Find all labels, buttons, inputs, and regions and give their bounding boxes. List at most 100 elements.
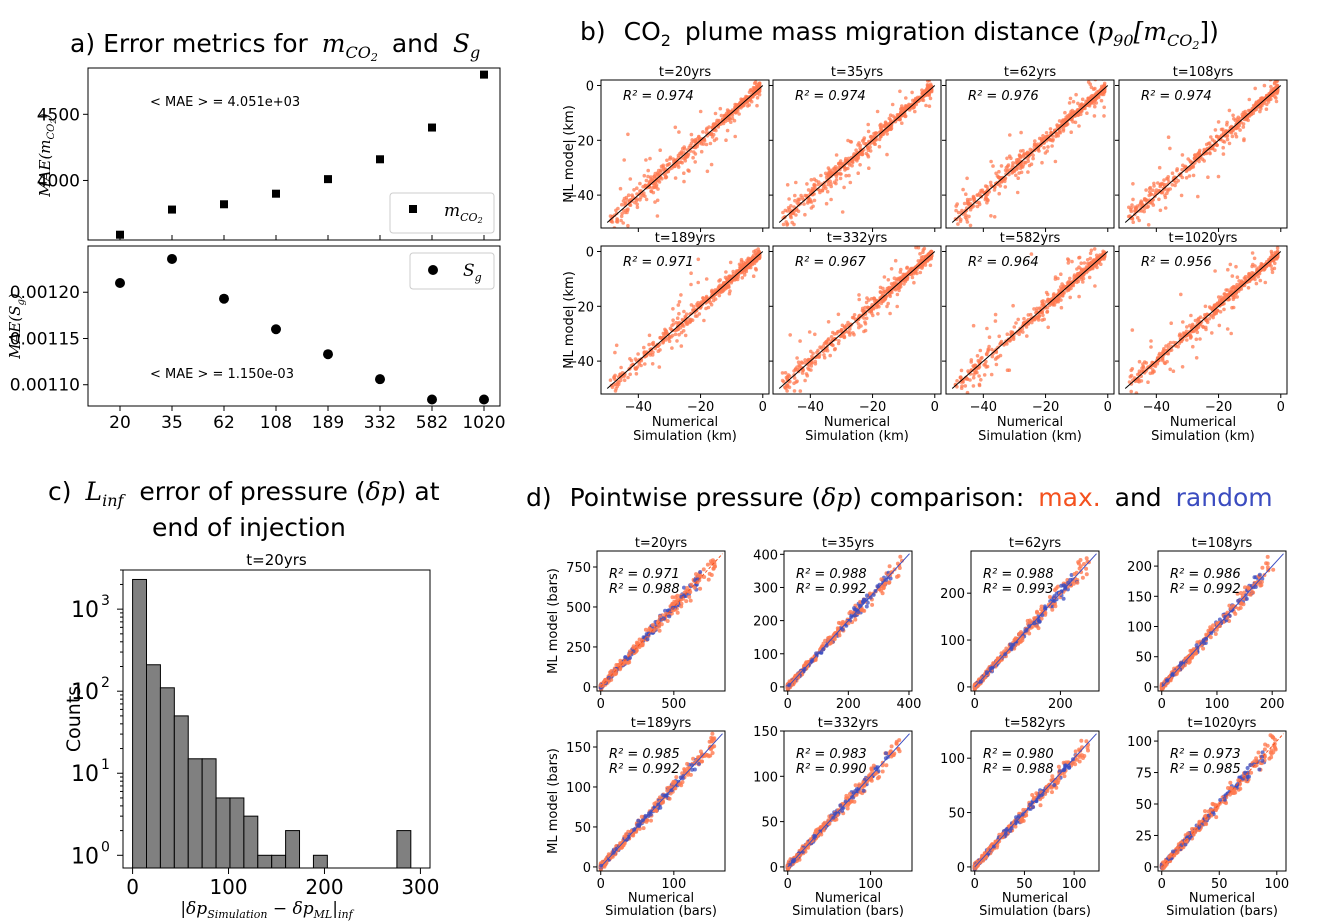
b-point	[614, 271, 618, 275]
b-point	[826, 320, 831, 324]
b-point	[895, 304, 899, 309]
b-point	[886, 301, 890, 306]
b-point	[875, 109, 880, 114]
b-point	[1188, 334, 1193, 338]
b-point	[823, 340, 828, 345]
b-point	[1181, 320, 1185, 324]
b-point	[898, 117, 902, 122]
b-point	[1173, 183, 1177, 188]
b-point	[1032, 307, 1036, 311]
b-point	[1216, 295, 1221, 299]
d-r2-max: R² = 0.971	[609, 567, 680, 582]
b-point	[967, 214, 971, 219]
b-point	[961, 187, 965, 192]
b-point	[1274, 96, 1278, 100]
b-point	[1151, 188, 1155, 192]
b-point	[686, 154, 690, 158]
c-bar	[257, 854, 273, 869]
xl-sub2: ML	[313, 908, 333, 921]
b-point	[1049, 130, 1053, 135]
b-point	[751, 85, 756, 90]
b-point	[896, 277, 901, 282]
b-point	[1131, 197, 1135, 202]
b-point	[739, 259, 744, 264]
b-point	[1182, 333, 1187, 338]
d-point-max	[698, 573, 703, 578]
b-point	[912, 98, 917, 103]
b-point	[1144, 188, 1148, 192]
b-identity-line	[1124, 251, 1282, 389]
b-point	[1235, 275, 1240, 280]
b-point	[954, 208, 958, 213]
b-xtick-label: 0	[759, 400, 767, 415]
b-point	[1239, 287, 1244, 291]
b-point	[1185, 325, 1189, 329]
b-point	[1213, 148, 1217, 152]
b-r2: R² = 0.967	[795, 255, 866, 270]
b-point	[850, 163, 854, 168]
b-point	[1102, 105, 1106, 110]
a-top-marker	[480, 70, 488, 79]
b-point	[1262, 83, 1267, 88]
b-point	[829, 182, 833, 186]
d-point-random	[698, 570, 703, 574]
b-point	[1081, 276, 1086, 281]
b-point	[650, 185, 655, 190]
b-point	[838, 176, 843, 181]
b-point	[969, 360, 973, 364]
b-point	[1218, 310, 1223, 314]
b-point	[657, 180, 662, 184]
b-identity-line	[606, 85, 764, 223]
b-point	[1273, 261, 1277, 266]
b-point	[1193, 318, 1198, 323]
b-point	[888, 294, 892, 299]
d-point-max	[657, 624, 662, 629]
b-point	[1198, 337, 1202, 341]
b-point	[1071, 99, 1076, 104]
b-point	[1041, 313, 1045, 318]
b-point	[1240, 112, 1244, 117]
b-point	[1129, 209, 1134, 214]
b-point	[626, 193, 631, 197]
b-point	[733, 102, 737, 107]
b-point	[1003, 176, 1008, 180]
b-axes	[945, 245, 1115, 395]
b-point	[684, 322, 689, 326]
b-point	[923, 263, 928, 267]
b-point	[1272, 266, 1277, 271]
a-top-marker	[168, 205, 176, 214]
b-point	[827, 168, 832, 172]
b-point	[1006, 163, 1011, 167]
b-point	[987, 344, 991, 349]
b-point	[781, 216, 785, 220]
b-point	[1077, 124, 1081, 128]
b-point	[813, 362, 818, 366]
b-xlabel-2: Simulation (km)	[633, 429, 737, 444]
b-point	[881, 286, 885, 291]
b-point	[711, 298, 716, 303]
b-point	[878, 290, 883, 295]
b-point	[1142, 197, 1147, 201]
b-point	[1166, 135, 1171, 139]
b-point	[732, 118, 737, 123]
b-point	[1160, 190, 1164, 195]
b-point	[999, 164, 1004, 168]
b-point	[1070, 259, 1074, 264]
b-axes	[772, 245, 942, 395]
b-point	[1092, 114, 1097, 118]
b-point	[1129, 373, 1134, 378]
a-top-marker	[324, 175, 332, 184]
b-point	[1234, 134, 1239, 139]
b-point	[1180, 167, 1184, 172]
b-point	[961, 230, 965, 234]
c-bar	[271, 854, 287, 869]
b-point	[989, 372, 994, 377]
b-xlabel-2: Simulation (km)	[978, 429, 1082, 444]
b-point	[654, 183, 659, 187]
d-point-max	[608, 670, 613, 675]
b-point	[641, 193, 645, 198]
b-point	[1086, 96, 1091, 101]
xl-sub1: Simulation	[207, 908, 267, 921]
b-point	[1047, 137, 1052, 141]
